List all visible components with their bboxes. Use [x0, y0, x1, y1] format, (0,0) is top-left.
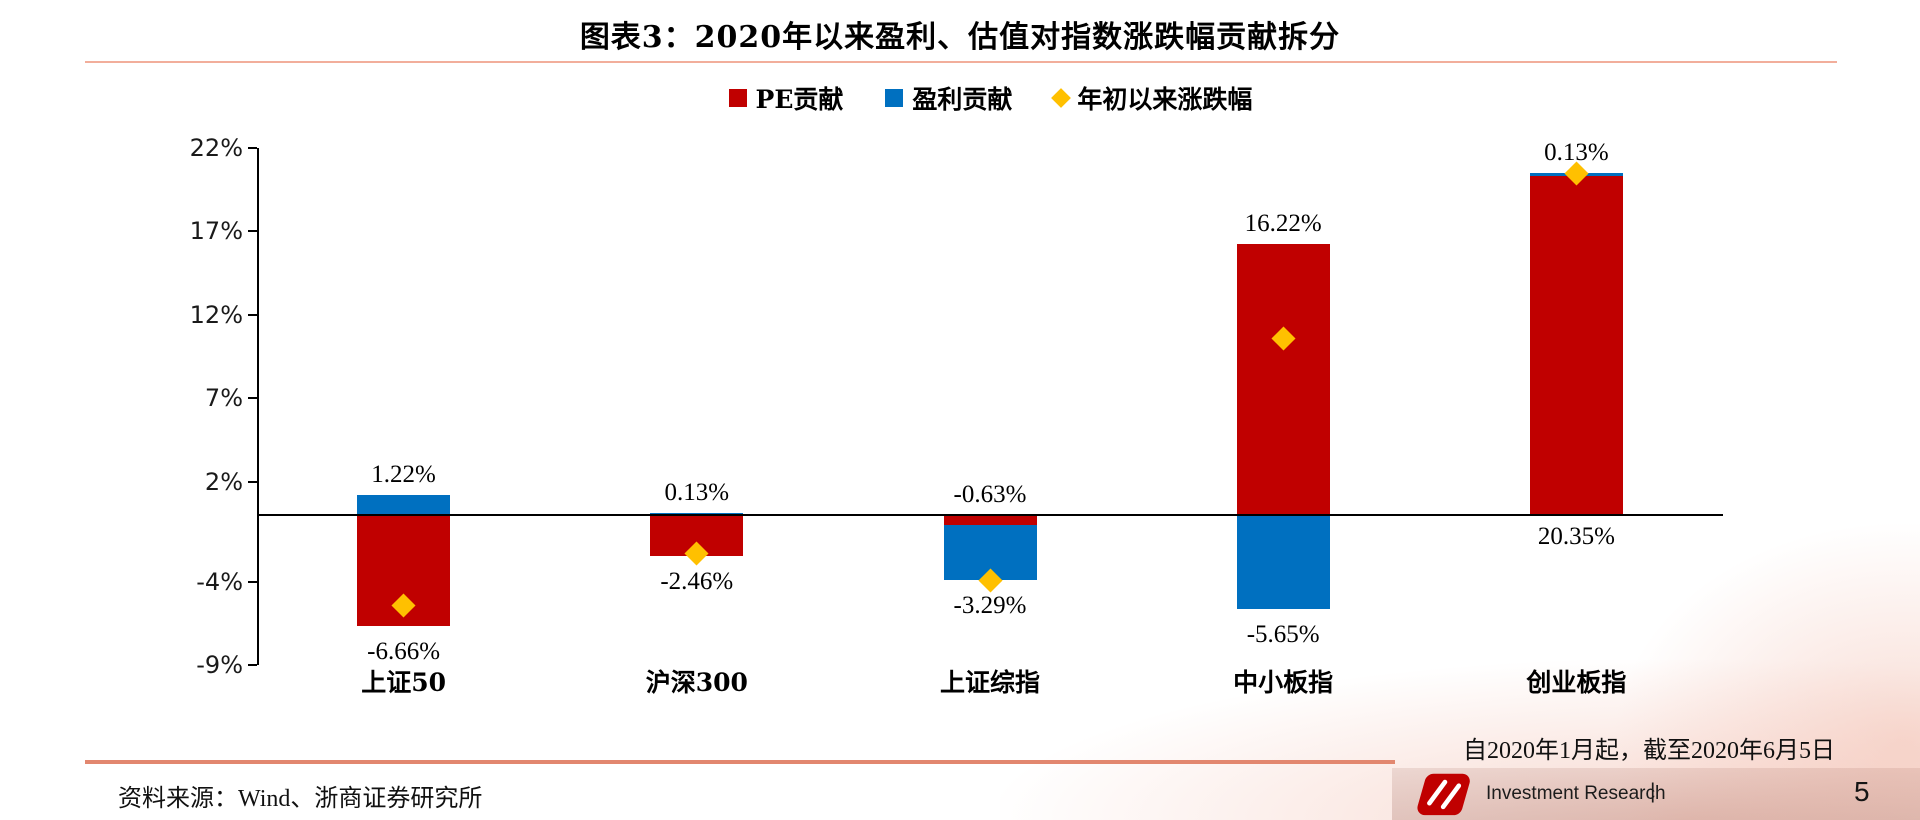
- data-label: 20.35%: [1537, 522, 1615, 550]
- data-label: -0.63%: [953, 480, 1027, 508]
- ytd-diamond-icon: [1051, 88, 1072, 108]
- y-tick-label: 22%: [189, 134, 243, 162]
- chart-title: 图表3：2020年以来盈利、估值对指数涨跌幅贡献拆分: [579, 20, 1341, 55]
- footer-separator: |: [1650, 780, 1656, 803]
- category-label: 沪深300: [645, 668, 748, 697]
- y-axis-tick: [248, 147, 257, 149]
- y-axis-tick: [248, 664, 257, 666]
- legend-item-earnings: 盈利贡献: [885, 80, 1012, 116]
- title-divider: [85, 61, 1837, 63]
- footer-divider: [85, 760, 1395, 764]
- y-axis-line: [257, 148, 259, 665]
- date-range-note: 自2020年1月起，截至2020年6月5日: [1463, 738, 1835, 764]
- data-label: -3.29%: [953, 592, 1027, 620]
- data-label: -2.46%: [660, 567, 734, 595]
- bar-segment: [650, 512, 744, 515]
- y-axis-tick: [248, 580, 257, 583]
- legend-label-earnings: 盈利贡献: [912, 85, 1013, 114]
- y-axis-tick: [248, 397, 257, 400]
- bar-segment: [1236, 514, 1330, 610]
- y-axis-tick: [248, 313, 257, 316]
- y-axis-tick: [248, 480, 257, 483]
- y-tick-label: 7%: [204, 384, 243, 413]
- zero-axis-line: [257, 513, 1723, 516]
- y-tick-label: 2%: [204, 467, 243, 496]
- source-caption: 资料来源：Wind、浙商证券研究所: [118, 786, 483, 812]
- data-label: 16.22%: [1244, 210, 1322, 238]
- y-tick-label: 12%: [189, 300, 243, 329]
- earnings-swatch-icon: [885, 89, 904, 107]
- y-axis-tick: [248, 230, 257, 233]
- zs-logo-icon: [1417, 773, 1470, 816]
- legend-item-ytd: 年初以来涨跌幅: [1051, 80, 1253, 116]
- y-tick-label: 17%: [189, 217, 243, 246]
- chart-legend: PE贡献 盈利贡献 年初以来涨跌幅: [258, 80, 1723, 116]
- y-tick-label: -9%: [196, 651, 243, 679]
- legend-label-ytd: 年初以来涨跌幅: [1077, 85, 1253, 114]
- bar-segment: [1236, 244, 1330, 515]
- footer-band: Investment Research | 5: [1392, 768, 1920, 820]
- data-label: 1.22%: [371, 460, 436, 488]
- bar-segment: [357, 494, 451, 515]
- pe-swatch-icon: [728, 89, 747, 107]
- legend-label-pe: PE贡献: [755, 85, 844, 114]
- data-label: -5.65%: [1246, 621, 1320, 649]
- category-label: 上证综指: [939, 668, 1040, 697]
- page-number: 5: [1854, 776, 1870, 807]
- bar-segment: [943, 514, 1037, 526]
- category-label: 中小板指: [1233, 668, 1334, 697]
- data-label: -6.66%: [367, 637, 441, 665]
- data-label: 0.13%: [664, 478, 730, 506]
- y-tick-label: -4%: [196, 567, 243, 596]
- category-label: 上证50: [361, 668, 446, 697]
- category-label: 创业板指: [1526, 668, 1627, 697]
- legend-item-pe: PE贡献: [728, 80, 844, 116]
- footer-brand: Investment Research: [1486, 783, 1666, 804]
- bar-segment: [1529, 175, 1623, 515]
